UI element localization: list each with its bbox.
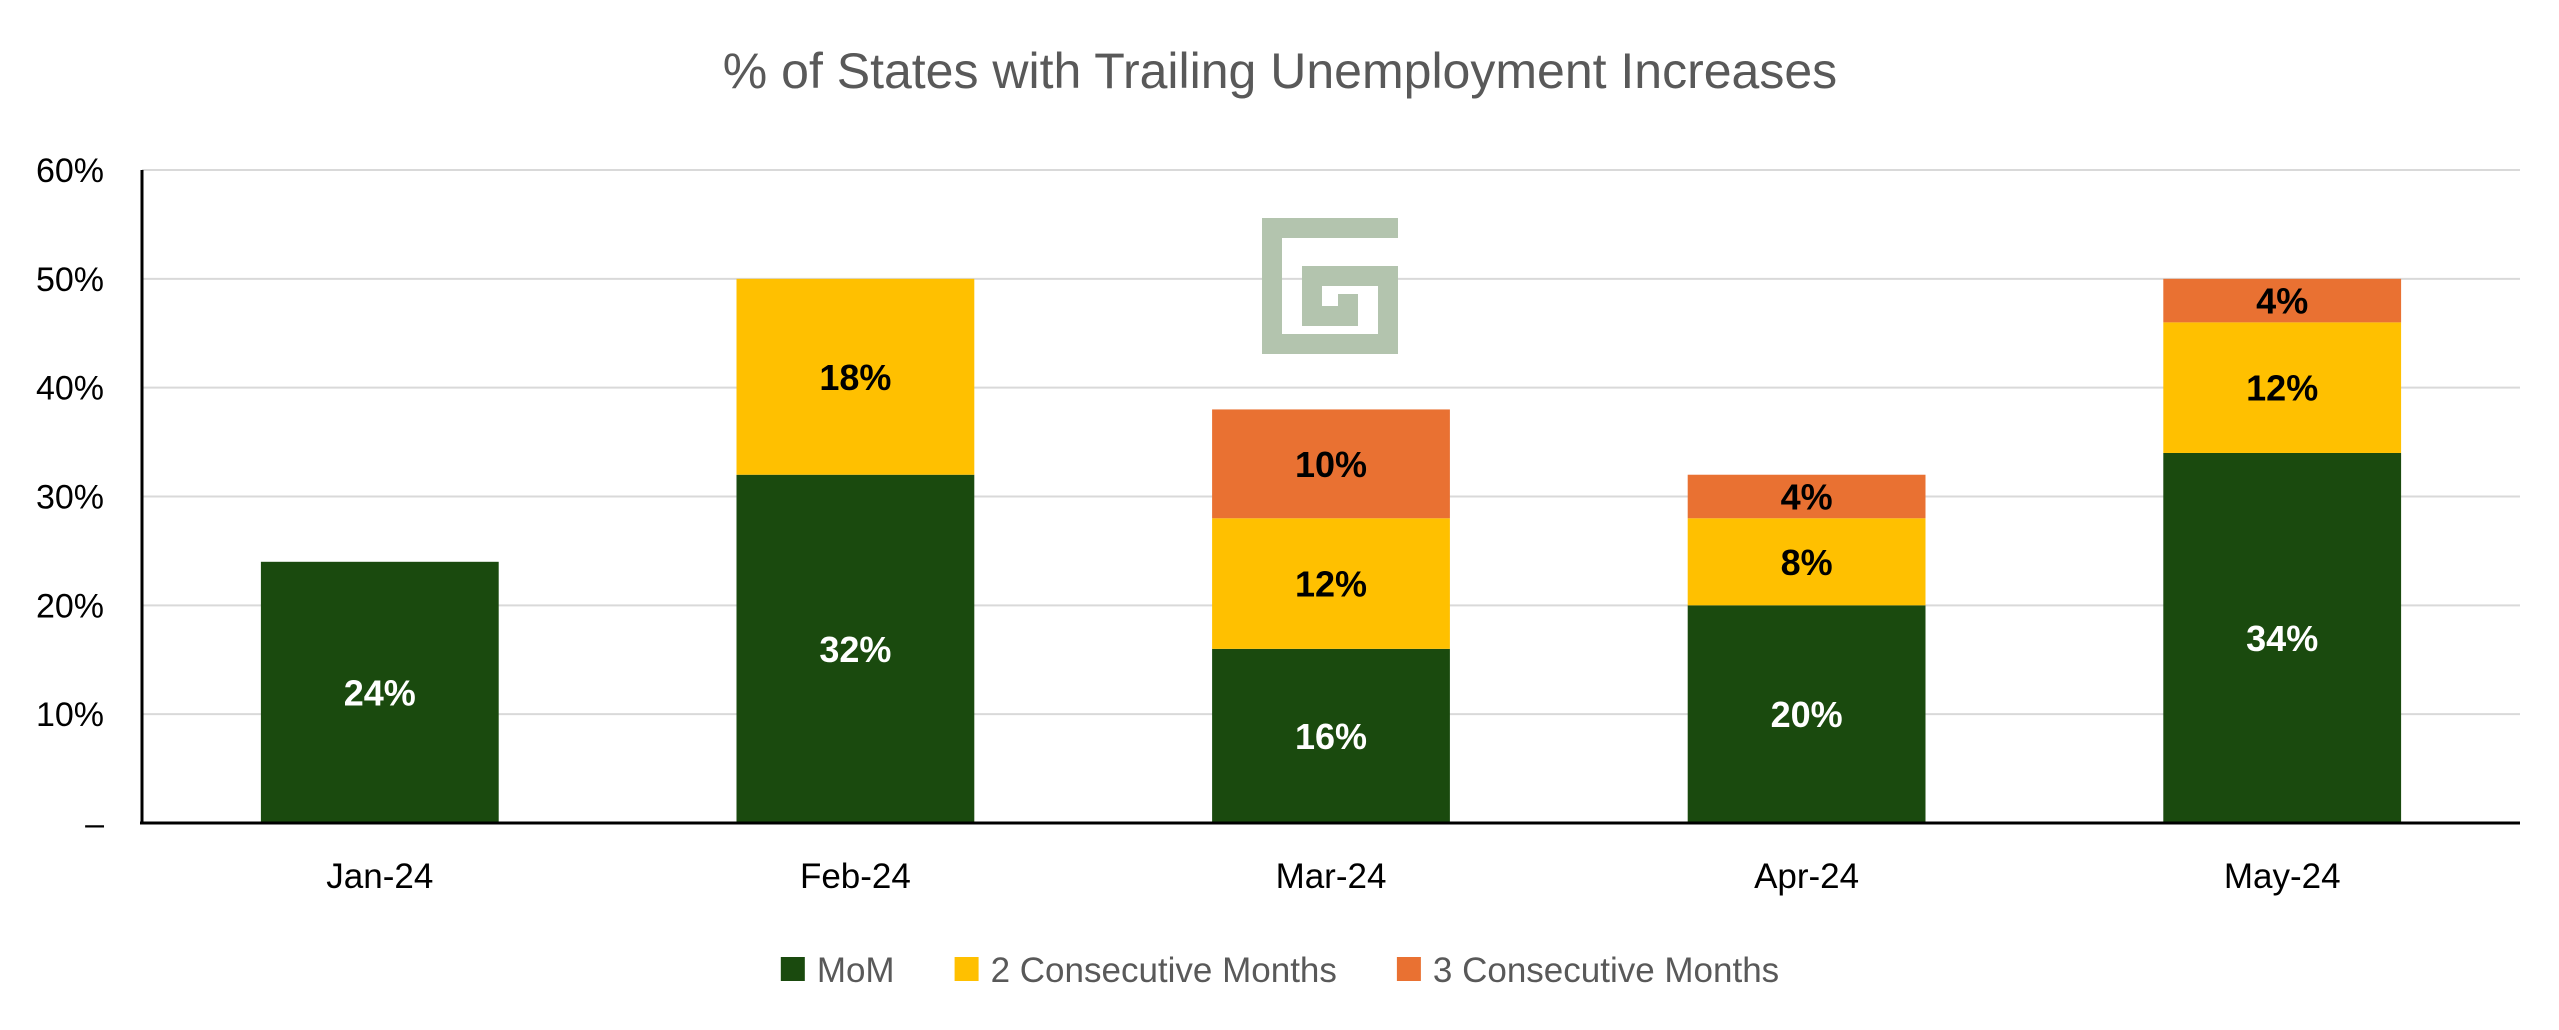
data-label: 4% (1781, 477, 1833, 518)
logo-part (1338, 294, 1358, 306)
logo-part (1262, 218, 1282, 354)
bar-segment (1687, 605, 1926, 823)
logo-part (1262, 218, 1398, 238)
data-label: 12% (1295, 564, 1367, 605)
bar-segment (1212, 518, 1450, 649)
y-tick-label: 30% (36, 479, 104, 517)
y-tick-label: 10% (36, 696, 104, 734)
logo-part (1378, 266, 1398, 334)
legend-label: 2 Consecutive Months (991, 951, 1337, 990)
x-tick-label: Apr-24 (1754, 857, 1859, 896)
bar-segment (1212, 648, 1450, 823)
bar-segment (1687, 518, 1926, 606)
data-label: 20% (1771, 694, 1843, 735)
legend-swatch (780, 957, 805, 981)
data-label: 8% (1781, 542, 1833, 583)
y-tick-label: 40% (36, 370, 104, 408)
y-tick-label: – (85, 805, 104, 843)
y-tick-label: 60% (36, 152, 104, 190)
y-axis-ticks: – 10% 20% 30% 40% 50% 60% (36, 152, 104, 843)
data-label: 24% (344, 672, 416, 713)
data-label: 32% (819, 629, 891, 670)
data-label: 16% (1295, 716, 1367, 757)
bars (260, 278, 2402, 823)
bar-segment (260, 561, 499, 823)
bar-segment (1212, 409, 1450, 519)
logo-part (1262, 334, 1398, 354)
bar-segment (736, 278, 975, 475)
chart-title: % of States with Trailing Unemployment I… (723, 43, 1837, 99)
legend-label: 3 Consecutive Months (1433, 951, 1779, 990)
legend: MoM 2 Consecutive Months 3 Consecutive Mon… (780, 951, 1779, 990)
x-tick-label: Mar-24 (1276, 857, 1387, 896)
data-labels: 24% 32% 16% 20% 34% 18% 12% 8% 12% 10% 4% 4% (344, 281, 2318, 757)
legend-swatch (1396, 957, 1421, 981)
logo-part (1302, 306, 1358, 326)
bar-segment (2163, 322, 2402, 453)
data-label: 12% (2246, 368, 2318, 409)
data-label: 18% (819, 357, 891, 398)
y-tick-label: 50% (36, 261, 104, 299)
legend-swatch (954, 957, 979, 981)
bar-segment (2163, 278, 2402, 323)
data-label: 34% (2246, 618, 2318, 659)
data-label: 10% (1295, 444, 1367, 485)
bar-segment (1687, 474, 1926, 519)
y-tick-label: 20% (36, 587, 104, 625)
bar-segment (736, 474, 975, 823)
x-tick-label: Jan-24 (326, 857, 433, 896)
logo-part (1302, 266, 1322, 314)
axes (140, 170, 2520, 825)
x-tick-label: Feb-24 (800, 857, 911, 896)
x-axis-ticks: Jan-24 Feb-24 Mar-24 Apr-24 May-24 (326, 857, 2340, 896)
data-label: 4% (2256, 281, 2308, 322)
x-tick-label: May-24 (2224, 857, 2341, 896)
legend-label: MoM (817, 951, 895, 990)
maze-logo-icon (1262, 218, 1398, 354)
bar-segment (2163, 452, 2402, 823)
